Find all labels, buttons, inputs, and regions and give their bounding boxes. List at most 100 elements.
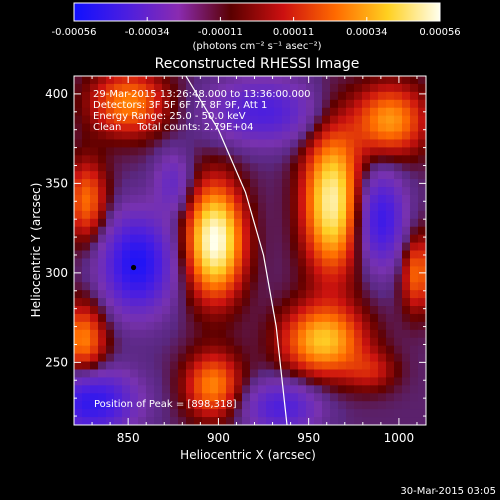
heatmap-cell [186,202,195,212]
heatmap-cell [330,76,339,85]
colorbar-tick-label: -0.00056 [52,27,97,38]
heatmap-cell [306,99,315,109]
heatmap-cell [402,321,411,331]
heatmap-cell [306,306,315,315]
heatmap-cell [202,274,211,283]
heatmap-cell [114,306,123,315]
heatmap-cell [210,115,219,124]
heatmap-cell [194,194,203,204]
heatmap-cell [194,131,203,140]
heatmap-cell [282,361,291,370]
heatmap-cell [274,417,283,425]
heatmap-cell [290,329,299,339]
heatmap-cell [226,298,235,307]
heatmap-cell [146,147,155,156]
heatmap-cell [306,107,315,117]
heatmap-cell [410,163,419,172]
heatmap-cell [82,306,91,315]
heatmap-cell [130,298,139,307]
heatmap-cell [218,187,227,196]
heatmap-cell [90,329,99,339]
heatmap-cell [306,171,315,180]
heatmap-cell [282,337,291,347]
heatmap-cell [274,202,283,212]
heatmap-cell [330,210,339,220]
heatmap-cell [162,266,171,275]
heatmap-cell [114,385,123,394]
heatmap-cell [154,250,163,259]
heatmap-cell [98,91,107,101]
heatmap-cell [274,131,283,140]
heatmap-cell [338,409,347,418]
heatmap-cell [138,171,147,180]
heatmap-cell [114,139,123,148]
heatmap-cell [418,226,426,236]
heatmap-cell [114,107,123,117]
heatmap-cell [162,115,171,124]
heatmap-cell [394,385,403,394]
heatmap-cell [154,123,163,132]
heatmap-cell [370,234,379,243]
heatmap-cell [386,131,395,140]
heatmap-cell [338,171,347,180]
heatmap-cell [274,179,283,188]
heatmap-cell [378,123,387,132]
heatmap-cell [154,187,163,196]
heatmap-cell [378,76,387,85]
heatmap-cell [226,115,235,124]
heatmap-cell [402,409,411,418]
heatmap-cell [314,99,323,109]
heatmap-cell [138,321,147,331]
heatmap-cell [218,393,227,402]
heatmap-cell [146,155,155,164]
heatmap-cell [202,329,211,339]
heatmap-cell [298,258,307,267]
heatmap-cell [170,234,179,243]
heatmap-cell [218,123,227,132]
heatmap-cell [130,369,139,378]
heatmap-cell [210,234,219,243]
heatmap-cell [394,218,403,228]
heatmap-cell [106,290,115,299]
heatmap-cell [274,163,283,172]
heatmap-cell [282,377,291,386]
heatmap-cell [98,155,107,164]
heatmap-cell [114,187,123,196]
heatmap-cell [282,131,291,140]
heatmap-cell [74,83,83,93]
heatmap-cell [122,123,131,132]
heatmap-cell [274,306,283,315]
heatmap-cell [82,131,91,140]
heatmap-cell [386,345,395,355]
heatmap-cell [186,210,195,220]
heatmap-cell [306,115,315,124]
heatmap-cell [266,298,275,307]
heatmap-cell [266,202,275,212]
heatmap-cell [298,226,307,236]
heatmap-cell [122,329,131,339]
heatmap-cell [114,298,123,307]
heatmap-cell [386,99,395,109]
heatmap-cell [290,91,299,101]
heatmap-cell [234,306,243,315]
heatmap-cell [354,313,363,323]
heatmap-cell [90,123,99,132]
heatmap-cell [370,99,379,109]
heatmap-cell [402,282,411,291]
heatmap-cell [106,202,115,212]
heatmap-cell [354,290,363,299]
heatmap-cell [154,179,163,188]
heatmap-cell [250,401,259,410]
heatmap-cell [122,393,131,402]
heatmap-cell [122,298,131,307]
heatmap-cell [330,91,339,101]
heatmap-cell [386,377,395,386]
heatmap-cell [186,226,195,236]
heatmap-cell [274,115,283,124]
heatmap-cell [266,258,275,267]
heatmap-cell [178,187,187,196]
heatmap-cell [202,107,211,117]
heatmap-cell [250,258,259,267]
heatmap-cell [122,321,131,331]
heatmap-cell [258,417,267,425]
